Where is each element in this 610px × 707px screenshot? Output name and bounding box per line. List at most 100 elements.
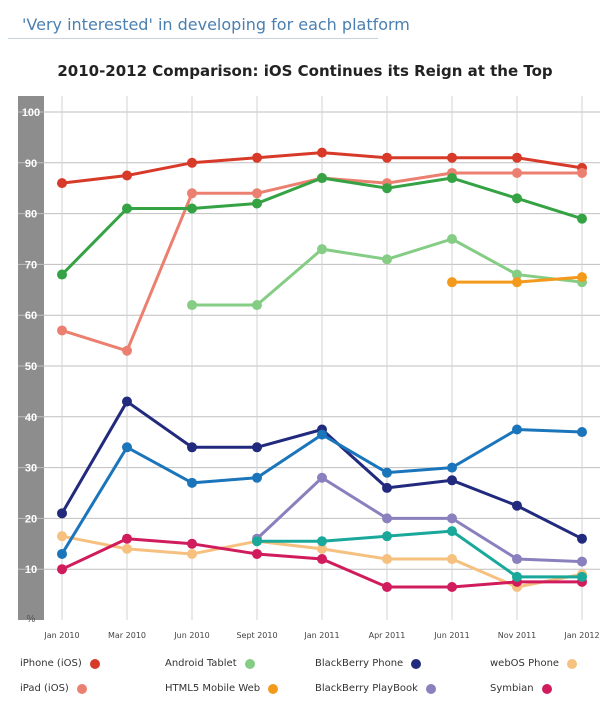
header-title: 'Very interested' in developing for each… [22, 15, 410, 34]
data-point [57, 548, 67, 559]
legend-label: BlackBerry Phone [315, 658, 404, 669]
data-point [577, 213, 587, 224]
legend-item: iPhone (iOS) [20, 658, 100, 669]
data-point [252, 442, 262, 453]
data-point [122, 533, 132, 544]
data-point [447, 526, 457, 537]
data-point [577, 272, 587, 283]
legend-item: BlackBerry PlayBook [315, 683, 436, 694]
data-point [57, 508, 67, 519]
data-point [57, 564, 67, 575]
legend-item: Android Tablet [165, 658, 255, 669]
data-point [122, 345, 132, 356]
data-point [447, 462, 457, 473]
y-tick-label: 70 [25, 259, 37, 271]
legend-item: webOS Phone [490, 658, 578, 669]
y-tick-label: 100 [22, 107, 40, 119]
data-point [577, 556, 587, 567]
legend-item: BlackBerry Phone [315, 658, 422, 669]
legend-item: HTML5 Mobile Web [165, 683, 279, 694]
data-point [57, 178, 67, 189]
data-point [382, 152, 392, 163]
y-tick-label: 20 [25, 513, 37, 525]
legend-item: iPad (iOS) [20, 683, 87, 694]
data-point [382, 531, 392, 542]
data-point [512, 152, 522, 163]
data-point [382, 482, 392, 493]
data-point [187, 477, 197, 488]
data-point [187, 188, 197, 199]
series-line [257, 529, 582, 579]
data-point [317, 536, 327, 547]
data-point [252, 188, 262, 199]
y-tick-label: 60 [25, 310, 37, 322]
data-point [57, 531, 67, 542]
data-point [382, 581, 392, 592]
data-point [512, 269, 522, 280]
x-tick-label: Jan 2010 [43, 631, 79, 640]
y-tick-label: 10 [25, 564, 37, 576]
series-line [255, 476, 583, 564]
data-point [317, 472, 327, 483]
x-tick-label: Apr 2011 [369, 631, 406, 640]
data-point [122, 442, 132, 453]
data-point [512, 500, 522, 511]
legend-label: iPhone (iOS) [20, 658, 82, 669]
y-tick-label: 50 [25, 361, 37, 373]
x-tick-label: Mar 2010 [108, 631, 146, 640]
x-tick-label: Jan 2011 [303, 631, 339, 640]
legend-swatch [89, 658, 100, 669]
x-tick-label: Jun 2011 [433, 631, 469, 640]
legend-swatch [268, 683, 279, 694]
data-point [252, 300, 262, 311]
x-tick-label: Nov 2011 [498, 631, 537, 640]
data-point [252, 548, 262, 559]
legend-item: Symbian [490, 683, 552, 694]
legend-label: Android Tablet [165, 658, 237, 669]
data-point [447, 234, 457, 244]
legend-label: webOS Phone [490, 658, 560, 669]
header-divider [8, 38, 378, 39]
data-point [317, 543, 327, 554]
data-point [447, 152, 457, 163]
data-point [447, 581, 457, 592]
data-point [382, 513, 392, 524]
data-point [252, 152, 262, 163]
data-point [122, 170, 132, 181]
data-point [382, 183, 392, 194]
legend-swatch [244, 658, 255, 669]
data-point [577, 427, 587, 438]
data-point [512, 167, 522, 178]
data-point [447, 475, 457, 486]
data-point [187, 538, 197, 549]
data-point [577, 167, 587, 178]
data-point [252, 536, 262, 547]
x-tick-label: Jan 2012 [563, 631, 599, 640]
y-tick-label: 80 [25, 209, 37, 221]
data-point [512, 554, 522, 565]
legend-swatch [425, 683, 436, 694]
data-point [122, 396, 132, 407]
data-point [57, 269, 67, 280]
y-axis-band [18, 96, 44, 620]
legend-label: Symbian [490, 683, 534, 694]
data-point [512, 193, 522, 204]
x-tick-label: Jun 2010 [173, 631, 209, 640]
data-point [122, 203, 132, 214]
legend-swatch [541, 683, 552, 694]
data-point [447, 277, 457, 288]
y-tick-label: 90 [25, 158, 37, 170]
data-point [512, 424, 522, 435]
data-point [122, 543, 132, 554]
data-point [187, 442, 197, 453]
data-point [512, 277, 522, 288]
data-point [317, 554, 327, 565]
data-point [187, 548, 197, 559]
legend-swatch [567, 658, 578, 669]
data-point [187, 203, 197, 214]
chart-title: 2010-2012 Comparison: iOS Continues its … [57, 62, 553, 80]
data-point [317, 147, 327, 158]
data-point [447, 513, 457, 524]
data-point [512, 571, 522, 582]
data-point [252, 472, 262, 483]
